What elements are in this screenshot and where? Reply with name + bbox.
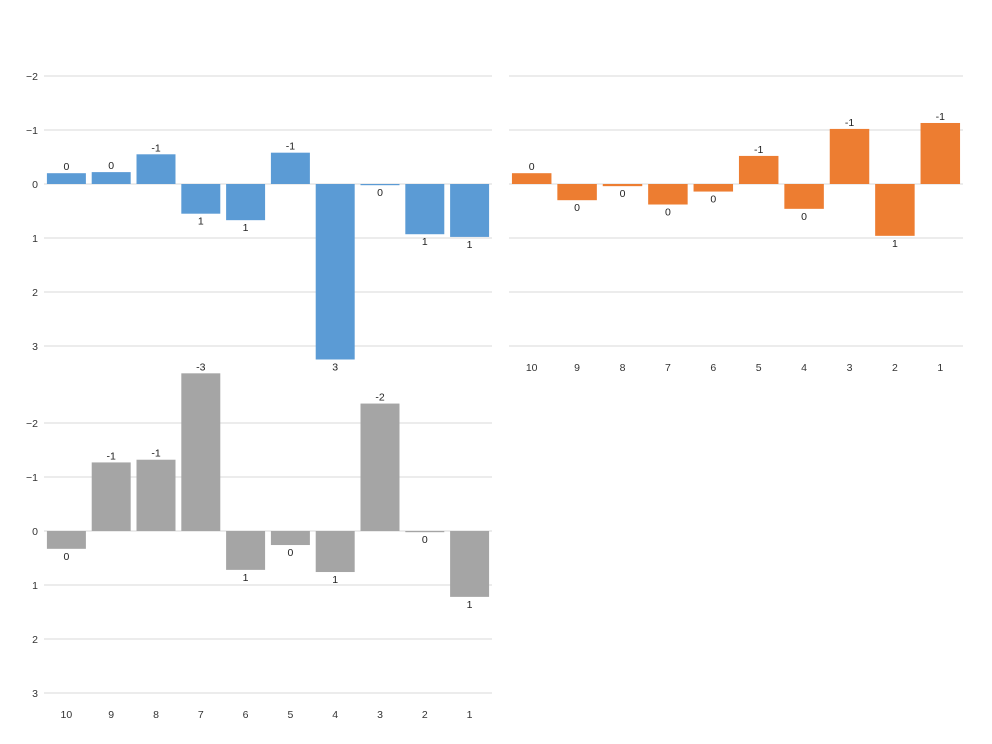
data-label: 0: [287, 547, 293, 559]
bar-7: [648, 184, 688, 205]
bar-10: [511, 173, 552, 184]
x-tick-label: 2: [422, 709, 428, 721]
bar-2: [405, 531, 445, 533]
bar-3: [829, 128, 870, 184]
data-label: 0: [801, 211, 807, 223]
x-tick-label: 7: [198, 709, 204, 721]
data-label: -1: [107, 450, 116, 462]
data-label: -1: [845, 117, 854, 129]
data-label: 0: [63, 551, 69, 563]
bar-4: [315, 531, 355, 573]
bar-8: [602, 184, 643, 187]
data-label: -3: [196, 361, 205, 373]
data-label: 1: [243, 222, 249, 234]
bar-6: [693, 184, 734, 192]
bar-8: [136, 459, 176, 531]
data-label: -1: [151, 142, 160, 154]
data-label: -1: [754, 144, 763, 156]
data-label: 0: [108, 160, 114, 172]
data-label: 3: [332, 362, 338, 374]
y-tick-label: 0: [32, 526, 38, 538]
bar-9: [557, 184, 597, 201]
data-label: 1: [467, 599, 473, 611]
bar-9: [91, 172, 131, 184]
bar-5: [270, 531, 310, 546]
y-tick-label: 3: [32, 688, 38, 700]
data-label: -1: [151, 448, 160, 460]
bar-10: [46, 531, 86, 549]
data-label: -1: [936, 111, 945, 123]
x-tick-label: 4: [801, 362, 807, 374]
chart-panel-orange: 0 10 0 9 0 8 0 7 0 6 -1 5 0 4 -1 3 1 2 -1 1: [509, 75, 963, 374]
bar-3: [360, 403, 400, 531]
x-tick-label: 2: [892, 362, 898, 374]
data-label: 1: [198, 216, 204, 228]
bar-7: [181, 373, 221, 531]
data-label: -1: [286, 141, 295, 153]
x-tick-label: 8: [153, 709, 159, 721]
x-tick-label: 8: [620, 362, 626, 374]
y-tick-label: −1: [26, 125, 38, 137]
bar-5: [738, 155, 779, 184]
data-label: 0: [377, 187, 383, 199]
y-tick-label: 1: [32, 580, 38, 592]
bar-7: [181, 184, 221, 214]
bar-8: [136, 154, 176, 184]
x-tick-label: 5: [287, 709, 293, 721]
bar-1: [920, 122, 961, 184]
y-tick-label: 1: [32, 233, 38, 245]
data-label: 1: [892, 238, 898, 250]
y-tick-label: −2: [26, 418, 38, 430]
bar-1: [450, 184, 490, 237]
chart-panel-gray: −2 −1 0 1 2 3 0 10 -1 9 -1 8 -3 7 1 6 0 5 1 4 -2 3 0 2 1 1: [26, 361, 492, 721]
data-label: 0: [710, 194, 716, 206]
y-tick-label: 2: [32, 634, 38, 646]
x-tick-label: 6: [710, 362, 716, 374]
y-tick-label: 2: [32, 287, 38, 299]
bar-2: [875, 184, 915, 236]
bar-4: [784, 184, 824, 209]
y-tick-label: 0: [32, 179, 38, 191]
data-label: 0: [422, 534, 428, 546]
x-tick-label: 7: [665, 362, 671, 374]
data-label: 1: [243, 572, 249, 584]
y-tick-label: −1: [26, 472, 38, 484]
data-label: 1: [422, 236, 428, 248]
x-tick-label: 5: [756, 362, 762, 374]
bar-10: [46, 173, 86, 184]
x-tick-label: 1: [937, 362, 943, 374]
x-tick-label: 3: [377, 709, 383, 721]
x-tick-label: 1: [467, 709, 473, 721]
x-tick-label: 4: [332, 709, 338, 721]
x-tick-label: 6: [243, 709, 249, 721]
x-tick-label: 10: [61, 709, 73, 721]
data-label: 0: [620, 188, 626, 200]
data-label: 0: [665, 207, 671, 219]
bar-4: [315, 184, 355, 360]
data-label: 0: [63, 161, 69, 173]
bar-2: [405, 184, 445, 235]
data-label: 0: [574, 202, 580, 214]
bar-6: [226, 531, 266, 570]
data-label: 0: [529, 161, 535, 173]
x-tick-label: 10: [526, 362, 538, 374]
data-label: 1: [332, 574, 338, 586]
x-tick-label: 9: [574, 362, 580, 374]
bar-5: [270, 152, 310, 184]
y-tick-label: 3: [32, 341, 38, 353]
data-label: 1: [467, 239, 473, 251]
y-tick-label: −2: [26, 71, 38, 83]
bar-1: [450, 531, 490, 597]
x-tick-label: 9: [108, 709, 114, 721]
x-tick-label: 3: [847, 362, 853, 374]
bar-3: [360, 184, 400, 186]
bar-9: [91, 462, 131, 531]
bar-6: [226, 184, 266, 221]
data-label: -2: [375, 392, 384, 404]
chart-panel-blue: −2 −1 0 1 2 3 0 0 -1 1 1 -1 3 0 1 1: [26, 71, 492, 374]
